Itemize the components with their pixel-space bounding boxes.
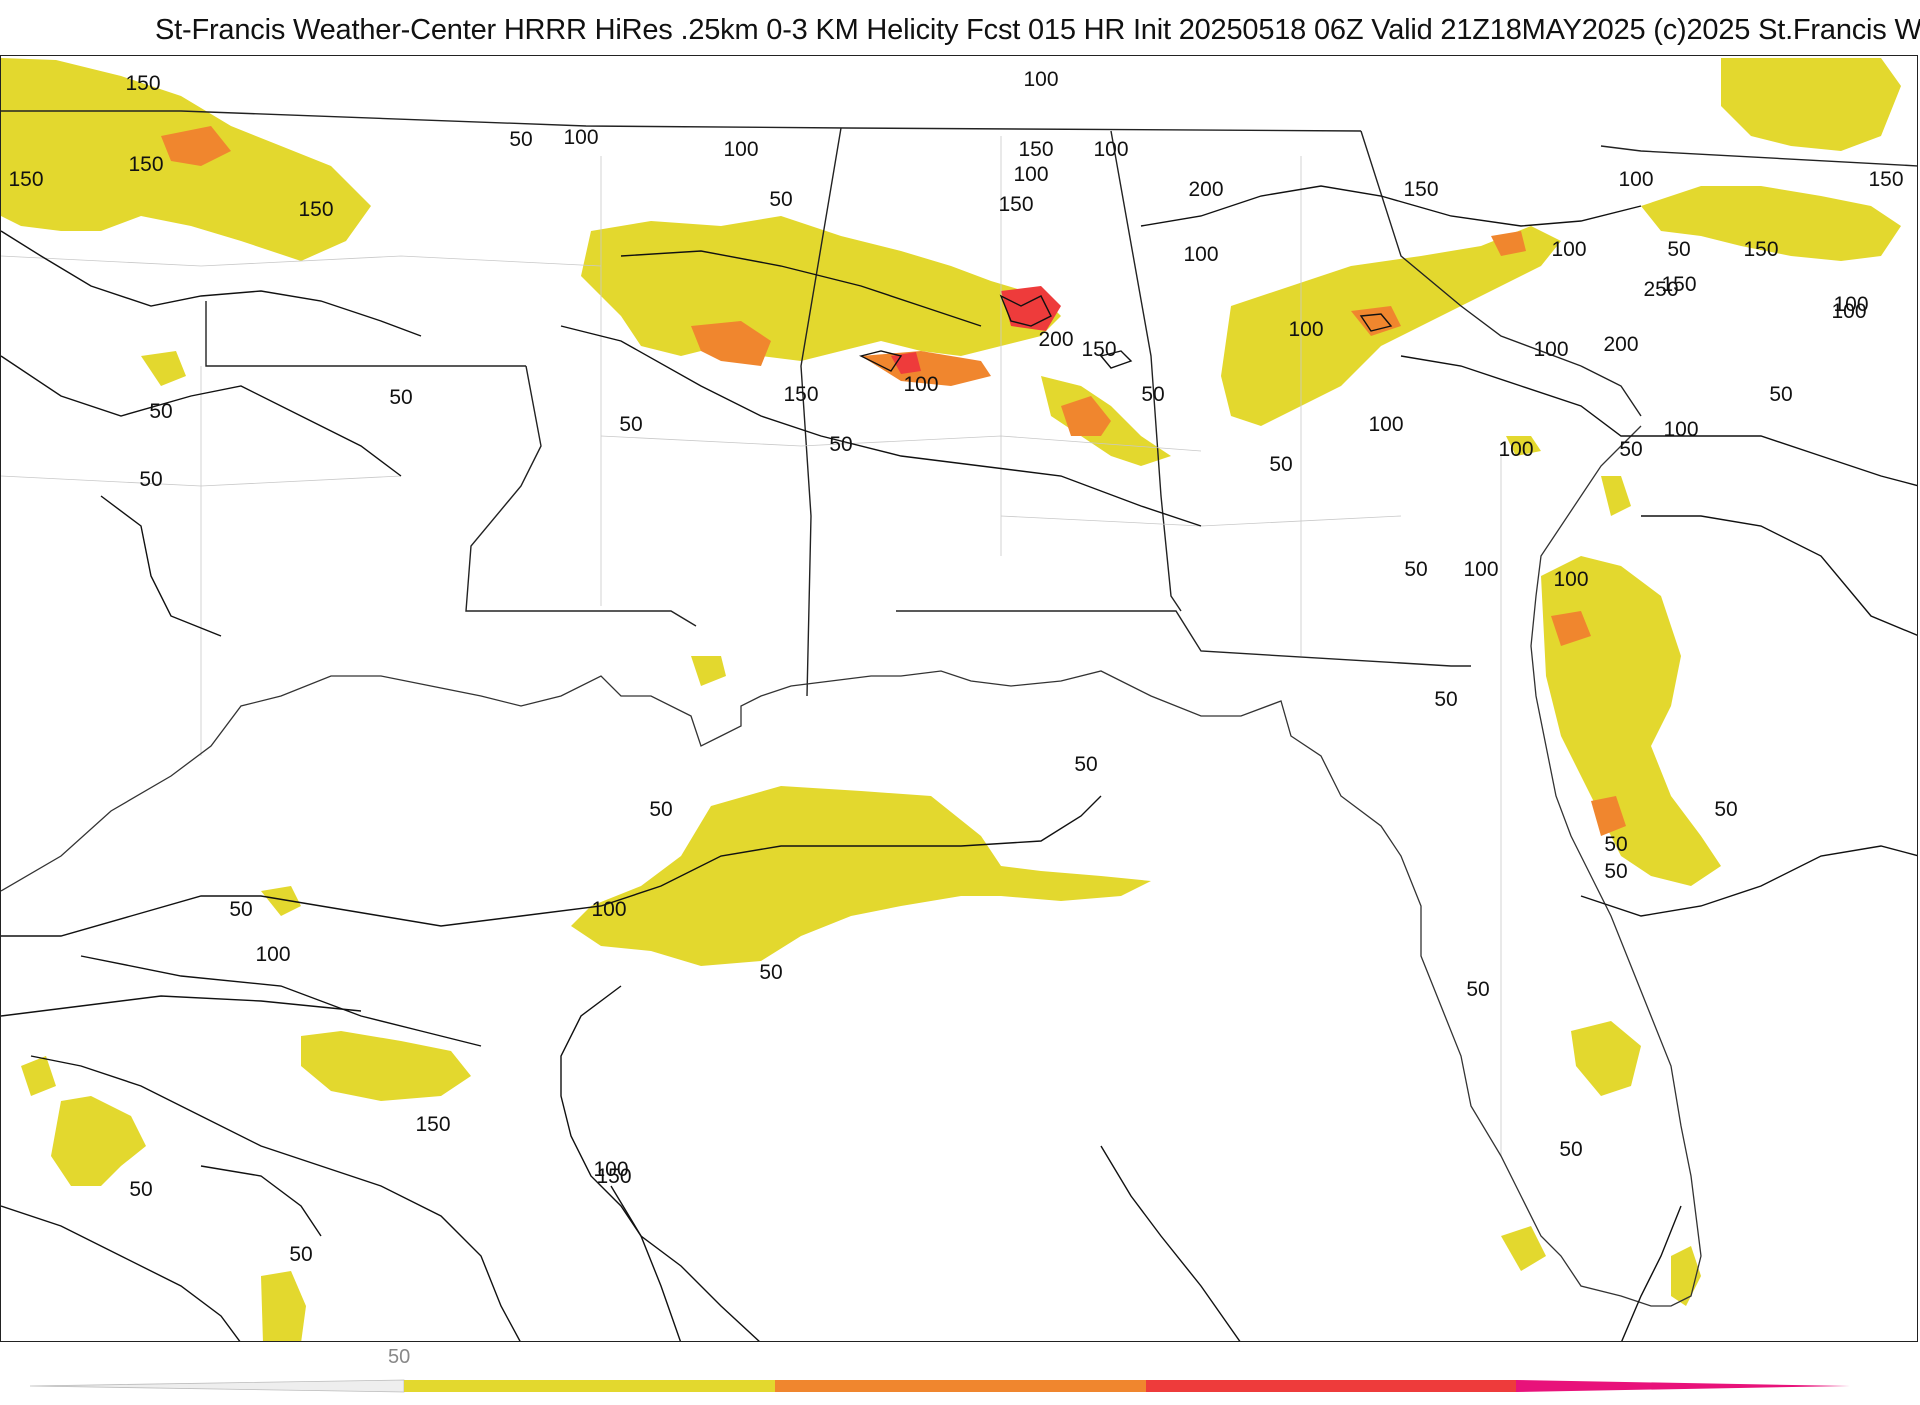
- contour-label: 100: [723, 138, 758, 161]
- contour-label: 100: [1663, 418, 1698, 441]
- colorbar-high-triangle: [1516, 1380, 1850, 1392]
- contour-label: 50: [1604, 833, 1627, 856]
- contour-label: 50: [1404, 558, 1427, 581]
- contour-label: 50: [1604, 860, 1627, 883]
- contour-label: 50: [1559, 1138, 1582, 1161]
- contour-label: 100: [903, 373, 938, 396]
- county-borders: [1, 136, 1502, 1156]
- contour-label: 150: [1868, 168, 1903, 191]
- contour-label: 150: [128, 153, 163, 176]
- contour-label: 150: [1081, 338, 1116, 361]
- contour-label: 150: [1743, 238, 1778, 261]
- contour-label: 50: [649, 798, 672, 821]
- contour-label: 100: [1618, 168, 1653, 191]
- contour-label: 150: [125, 72, 160, 95]
- contour-label: 50: [1269, 453, 1292, 476]
- title-bar: St-Francis Weather-Center HRRR HiRes .25…: [0, 0, 1920, 56]
- contour-label: 50: [1769, 383, 1792, 406]
- contour-label: 150: [596, 1165, 631, 1188]
- contour-label: 100: [1833, 293, 1868, 316]
- colorbar: 50: [0, 1342, 1920, 1400]
- contour-label: 50: [1466, 978, 1489, 1001]
- colorbar-segment-150: [1146, 1380, 1516, 1392]
- contour-label: 150: [1661, 273, 1696, 296]
- contour-label: 100: [591, 898, 626, 921]
- colorbar-low-triangle: [29, 1379, 405, 1393]
- contour-label: 150: [415, 1113, 450, 1136]
- contour-label: 50: [149, 400, 172, 423]
- contour-label: 150: [1403, 178, 1438, 201]
- contour-label: 200: [1038, 328, 1073, 351]
- contour-label: 50: [1619, 438, 1642, 461]
- contour-label: 100: [1013, 163, 1048, 186]
- contour-label: 50: [129, 1178, 152, 1201]
- contour-label: 50: [1714, 798, 1737, 821]
- contour-label: 100: [1288, 318, 1323, 341]
- contour-label: 50: [829, 433, 852, 456]
- helicity-fill-100: [161, 126, 1626, 836]
- contour-label: 50: [1141, 383, 1164, 406]
- contour-label: 50: [1667, 238, 1690, 261]
- contour-label: 50: [139, 468, 162, 491]
- colorbar-graphic: [29, 1379, 1850, 1393]
- colorbar-segment-100: [775, 1380, 1146, 1392]
- contour-label: 100: [1023, 68, 1058, 91]
- contour-label: 100: [593, 1158, 628, 1181]
- contour-label: 100: [1368, 413, 1403, 436]
- contour-label: 150: [998, 193, 1033, 216]
- contour-label: 100: [1183, 243, 1218, 266]
- contour-label: 100: [1553, 568, 1588, 591]
- contour-label: 50: [1434, 688, 1457, 711]
- contour-label: 100: [1463, 558, 1498, 581]
- contour-label: 250: [1643, 278, 1678, 301]
- contour-label: 50: [1074, 753, 1097, 776]
- contour-label: 200: [1188, 178, 1223, 201]
- contour-label: 100: [1551, 238, 1586, 261]
- helicity-fill-150: [891, 286, 1061, 374]
- contour-label: 50: [759, 961, 782, 984]
- map-frame: 150 150 150 150 100 50 100 50 100 150 100 150 200 100…: [0, 55, 1918, 1342]
- contour-label: 100: [1533, 338, 1568, 361]
- contour-label: 150: [783, 383, 818, 406]
- contour-label: 100: [563, 126, 598, 149]
- colorbar-segment-50: [404, 1380, 775, 1392]
- contour-label: 50: [769, 188, 792, 211]
- contour-label: 50: [389, 386, 412, 409]
- contour-label: 100: [1093, 138, 1128, 161]
- contour-label: 100: [1831, 300, 1866, 323]
- contour-label: 150: [8, 168, 43, 191]
- contour-label: 50: [509, 128, 532, 151]
- contour-label: 150: [1018, 138, 1053, 161]
- contour-label: 50: [289, 1243, 312, 1266]
- helicity-fill-50: [1, 58, 1901, 1341]
- state-borders: [1, 110, 1917, 697]
- contour-label: 200: [1603, 333, 1638, 356]
- contour-label: 150: [298, 198, 333, 221]
- contour-label: 100: [1498, 438, 1533, 461]
- contour-label: 100: [255, 943, 290, 966]
- helicity-contours: [1, 185, 1917, 1341]
- contour-label: 50: [229, 898, 252, 921]
- coastline: [1, 425, 1702, 1307]
- contour-label: 50: [619, 413, 642, 436]
- colorbar-tick-label: 50: [388, 1346, 411, 1368]
- chart-title: St-Francis Weather-Center HRRR HiRes .25…: [155, 14, 1920, 46]
